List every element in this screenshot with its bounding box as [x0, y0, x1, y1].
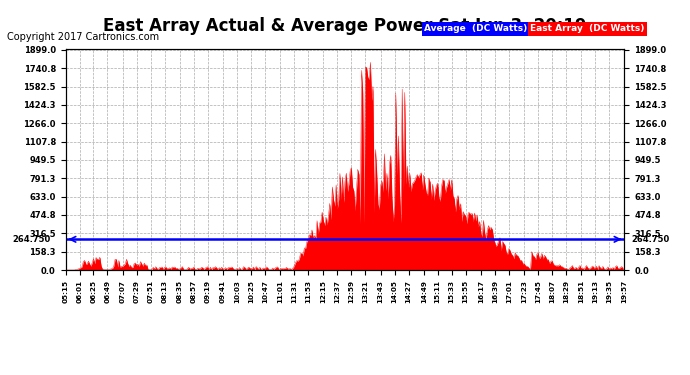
Text: East Array  (DC Watts): East Array (DC Watts) — [530, 24, 644, 33]
Text: Average  (DC Watts): Average (DC Watts) — [424, 24, 528, 33]
Text: Copyright 2017 Cartronics.com: Copyright 2017 Cartronics.com — [7, 32, 159, 42]
Text: East Array Actual & Average Power Sat Jun 3  20:19: East Array Actual & Average Power Sat Ju… — [104, 17, 586, 35]
Text: 264.750: 264.750 — [13, 235, 51, 244]
Text: 264.750: 264.750 — [631, 235, 669, 244]
